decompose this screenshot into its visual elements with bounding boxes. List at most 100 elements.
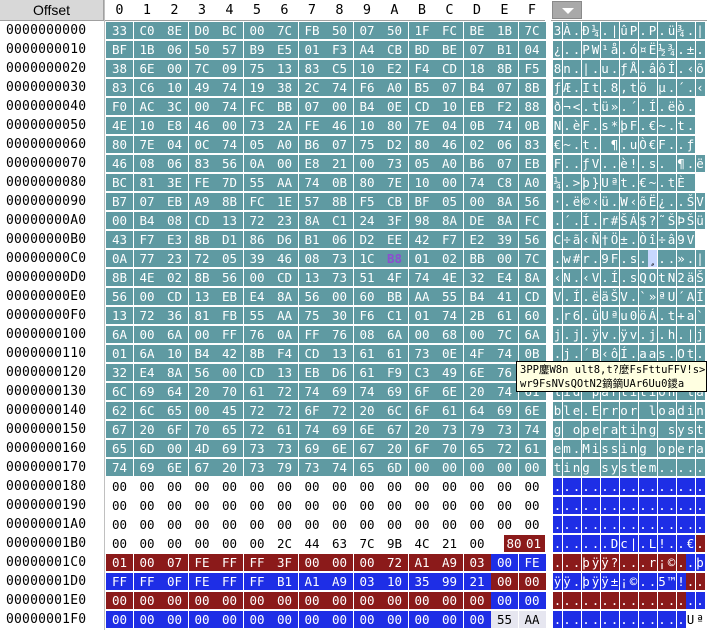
ascii-char[interactable]: . <box>619 478 629 495</box>
ascii-char[interactable]: . <box>676 136 686 153</box>
ascii-char[interactable]: ¶ <box>676 155 686 172</box>
ascii-char[interactable]: . <box>600 478 610 495</box>
ascii-char[interactable]: y <box>676 421 686 438</box>
hex-byte[interactable]: 00 <box>463 478 491 495</box>
hex-byte[interactable]: 00 <box>243 535 271 552</box>
ascii-char[interactable]: . <box>638 22 648 39</box>
hex-byte[interactable]: 4E <box>133 269 161 286</box>
ascii-char[interactable]: † <box>600 231 610 248</box>
ascii-char[interactable]: . <box>638 554 648 571</box>
ascii-char[interactable]: . <box>657 326 667 343</box>
ascii-char[interactable]: . <box>676 326 686 343</box>
hex-byte[interactable]: BF <box>106 41 133 58</box>
hex-byte[interactable]: 24 <box>353 212 381 229</box>
ascii-char[interactable]: g <box>581 459 591 476</box>
ascii-char[interactable]: ¾ <box>676 22 686 39</box>
ascii-char[interactable]: . <box>667 136 676 153</box>
hex-byte[interactable]: 46 <box>326 117 353 134</box>
hex-byte[interactable]: 20 <box>133 421 161 438</box>
ascii-char[interactable]: . <box>676 516 686 533</box>
hex-byte[interactable]: 68 <box>436 326 463 343</box>
hex-byte[interactable]: 00 <box>518 478 546 495</box>
ascii-char[interactable] <box>686 174 695 191</box>
hex-byte[interactable]: 20 <box>353 402 381 419</box>
hex-byte[interactable]: 00 <box>298 497 326 514</box>
ascii-char[interactable]: . <box>686 22 695 39</box>
ascii-char[interactable]: U <box>600 174 610 191</box>
hex-byte[interactable]: BE <box>463 22 491 39</box>
hex-byte[interactable]: CD <box>161 288 188 305</box>
hex-byte[interactable]: 00 <box>408 611 436 628</box>
ascii-char[interactable]: . <box>572 478 581 495</box>
hex-byte[interactable]: 6D <box>381 459 408 476</box>
ascii-char[interactable]: Š <box>667 212 676 229</box>
ascii-char[interactable]: t <box>686 345 695 362</box>
ascii-char[interactable]: . <box>695 592 705 609</box>
ascii-char[interactable]: F <box>629 117 638 134</box>
ascii-char[interactable]: Í <box>667 60 676 77</box>
hex-byte[interactable]: C8 <box>491 174 518 191</box>
hex-byte[interactable]: 2A <box>271 117 298 134</box>
hex-byte[interactable]: AA <box>271 307 298 324</box>
hex-byte[interactable]: 56 <box>188 364 216 381</box>
ascii-char[interactable]: ÿ <box>562 573 572 590</box>
hex-byte[interactable]: 10 <box>133 117 161 134</box>
hex-byte[interactable]: BC <box>106 174 133 191</box>
hex-byte[interactable]: 55 <box>243 307 271 324</box>
ascii-char[interactable]: û <box>591 307 600 324</box>
hex-byte[interactable]: 13 <box>188 288 216 305</box>
hex-byte[interactable]: C5 <box>326 60 353 77</box>
hex-byte[interactable]: A4 <box>353 41 381 58</box>
hex-byte[interactable]: 08 <box>133 155 161 172</box>
hex-byte[interactable]: B8 <box>381 250 408 267</box>
hex-byte[interactable]: 42 <box>408 231 436 248</box>
hex-byte[interactable]: 08 <box>353 326 381 343</box>
hex-byte[interactable]: 73 <box>436 421 463 438</box>
ascii-char[interactable]: . <box>572 554 581 571</box>
ascii-char[interactable]: . <box>591 117 600 134</box>
hex-byte[interactable]: B1 <box>271 573 298 590</box>
ascii-char[interactable]: . <box>657 155 667 172</box>
ascii-char[interactable]: + <box>676 307 686 324</box>
hex-byte[interactable]: 00 <box>106 212 133 229</box>
ascii-char[interactable]: ë <box>572 193 581 210</box>
ascii-char[interactable]: ÷ <box>657 231 667 248</box>
ascii-char[interactable]: ü <box>667 22 676 39</box>
hex-byte[interactable]: E4 <box>491 269 518 286</box>
ascii-char[interactable]: . <box>657 459 667 476</box>
hex-byte[interactable]: 1B <box>133 41 161 58</box>
ascii-char[interactable]: . <box>562 155 572 172</box>
hex-byte[interactable]: 6C <box>133 402 161 419</box>
ascii-char[interactable]: . <box>676 611 686 628</box>
ascii-char[interactable]: W <box>619 193 629 210</box>
hex-byte[interactable]: E2 <box>463 231 491 248</box>
hex-byte[interactable]: 8A <box>518 269 546 286</box>
hex-byte[interactable]: BE <box>436 41 463 58</box>
ascii-char[interactable]: © <box>581 193 591 210</box>
ascii-char[interactable]: r <box>600 421 610 438</box>
hex-byte[interactable]: 23 <box>271 212 298 229</box>
hex-byte[interactable]: F9 <box>381 364 408 381</box>
ascii-char[interactable]: . <box>600 155 610 172</box>
hex-byte[interactable]: 00 <box>408 592 436 609</box>
hex-byte[interactable]: 00 <box>161 60 188 77</box>
ascii-char[interactable]: ¬ <box>562 98 572 115</box>
ascii-char[interactable]: t <box>667 307 676 324</box>
ascii-char[interactable]: ± <box>686 41 695 58</box>
ascii-char[interactable]: . <box>686 250 695 267</box>
ascii-char[interactable]: t <box>629 459 638 476</box>
hex-byte[interactable]: 05 <box>216 250 243 267</box>
ascii-char[interactable]: . <box>581 307 591 324</box>
ascii-char[interactable]: O <box>676 345 686 362</box>
ascii-char[interactable]: . <box>695 41 705 58</box>
ascii-char[interactable]: | <box>581 60 591 77</box>
hex-byte[interactable]: FF <box>298 326 326 343</box>
ascii-char[interactable]: ü <box>600 98 610 115</box>
hex-byte[interactable]: 61 <box>243 383 271 400</box>
ascii-char[interactable]: ± <box>610 573 619 590</box>
ascii-char[interactable]: r <box>686 440 695 457</box>
ascii-char[interactable]: . <box>591 516 600 533</box>
hex-byte[interactable]: 74 <box>326 459 353 476</box>
hex-byte[interactable]: AA <box>518 611 546 628</box>
hex-byte[interactable]: 1E <box>271 193 298 210</box>
